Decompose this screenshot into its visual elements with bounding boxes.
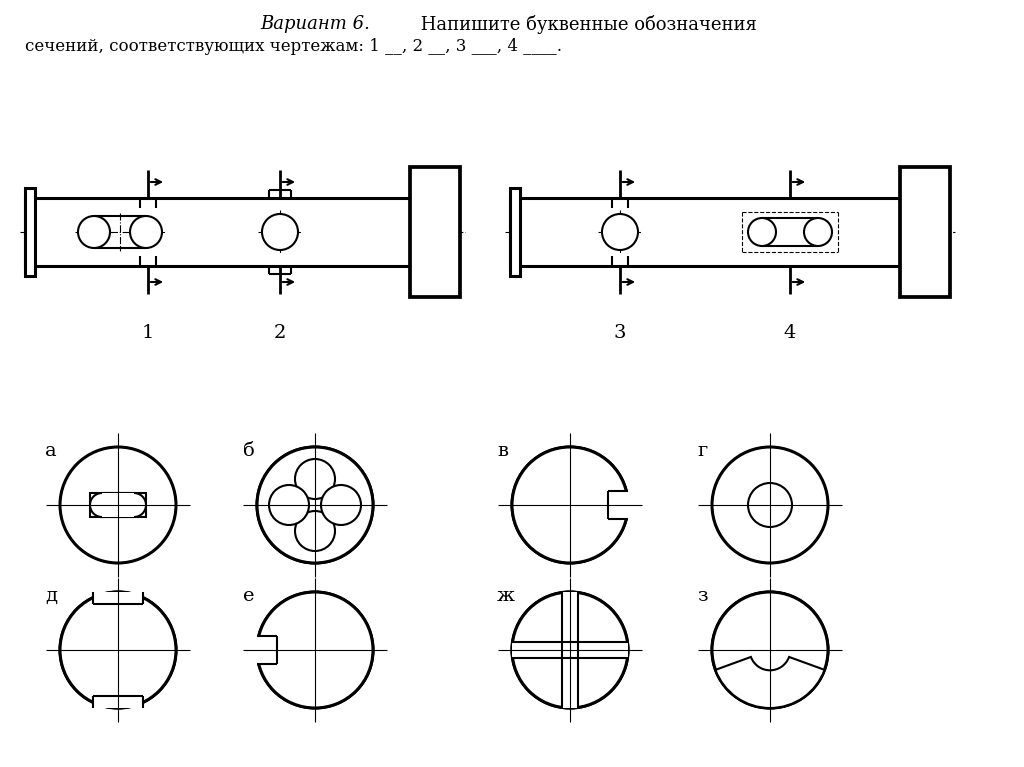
Text: б: б — [243, 442, 255, 460]
Ellipse shape — [122, 493, 146, 517]
Bar — [510, 188, 520, 276]
Text: сечений, соответствующих чертежам: 1 __, 2 __, 3 ___, 4 ____.: сечений, соответствующих чертежам: 1 __,… — [25, 38, 562, 55]
Text: ж: ж — [497, 587, 515, 605]
Bar — [199, 636, 278, 664]
Circle shape — [269, 485, 309, 525]
Circle shape — [257, 592, 373, 708]
Bar — [510, 198, 945, 266]
Text: г: г — [697, 442, 708, 460]
FancyBboxPatch shape — [90, 493, 146, 517]
Circle shape — [512, 592, 628, 708]
Circle shape — [512, 447, 628, 563]
Circle shape — [257, 592, 373, 708]
Text: е: е — [243, 587, 255, 605]
Circle shape — [512, 447, 628, 563]
Circle shape — [60, 592, 176, 708]
Circle shape — [262, 214, 298, 250]
Circle shape — [712, 592, 828, 708]
Circle shape — [321, 485, 361, 525]
Circle shape — [712, 592, 828, 708]
Circle shape — [512, 592, 628, 708]
Circle shape — [295, 511, 335, 551]
Circle shape — [748, 483, 792, 527]
Ellipse shape — [804, 218, 831, 246]
Circle shape — [602, 214, 638, 250]
Bar — [512, 642, 628, 658]
Text: 3: 3 — [613, 324, 627, 342]
Circle shape — [257, 447, 373, 563]
Bar — [562, 592, 578, 708]
Circle shape — [60, 447, 176, 563]
Text: 2: 2 — [273, 324, 286, 342]
Ellipse shape — [130, 216, 162, 248]
Bar — [25, 198, 455, 266]
Circle shape — [257, 447, 373, 563]
Ellipse shape — [90, 493, 114, 517]
Text: а: а — [45, 442, 56, 460]
Circle shape — [295, 459, 335, 499]
Text: 4: 4 — [783, 324, 797, 342]
Bar — [608, 491, 686, 519]
Ellipse shape — [748, 218, 776, 246]
Text: д: д — [45, 587, 57, 605]
Circle shape — [712, 447, 828, 563]
Text: Вариант 6.: Вариант 6. — [260, 15, 370, 33]
Ellipse shape — [78, 216, 110, 248]
Text: в: в — [497, 442, 508, 460]
Bar — [410, 167, 460, 297]
Circle shape — [60, 592, 176, 708]
Text: з: з — [697, 587, 708, 605]
Bar — [900, 167, 950, 297]
Bar — [93, 696, 143, 708]
Bar — [25, 188, 35, 276]
Wedge shape — [716, 657, 824, 708]
Bar — [102, 493, 134, 517]
Bar — [93, 592, 143, 604]
Text: Напишите буквенные обозначения: Напишите буквенные обозначения — [415, 15, 757, 34]
Text: 1: 1 — [141, 324, 155, 342]
